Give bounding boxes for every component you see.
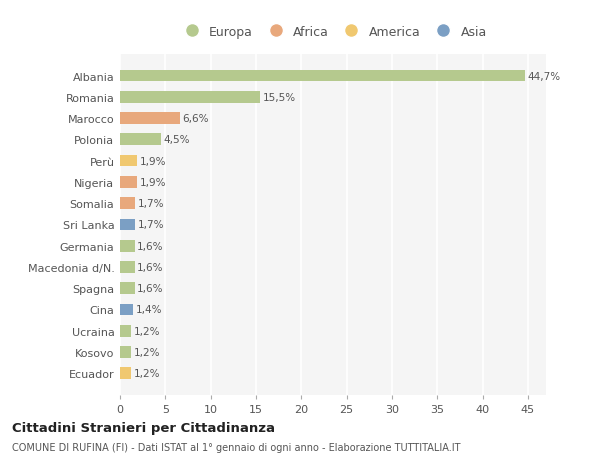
Legend: Europa, Africa, America, Asia: Europa, Africa, America, Asia xyxy=(174,21,492,44)
Text: 1,9%: 1,9% xyxy=(140,156,166,166)
Bar xyxy=(120,113,180,125)
Bar xyxy=(120,241,134,252)
Bar xyxy=(120,219,136,231)
Bar xyxy=(120,262,134,273)
Bar xyxy=(120,134,161,146)
Bar xyxy=(120,325,131,337)
Text: 1,2%: 1,2% xyxy=(134,347,160,357)
Bar xyxy=(120,71,525,82)
Bar xyxy=(120,156,137,167)
Bar xyxy=(120,347,131,358)
Text: COMUNE DI RUFINA (FI) - Dati ISTAT al 1° gennaio di ogni anno - Elaborazione TUT: COMUNE DI RUFINA (FI) - Dati ISTAT al 1°… xyxy=(12,442,461,452)
Bar xyxy=(120,283,134,294)
Bar xyxy=(120,177,137,188)
Bar xyxy=(120,304,133,316)
Text: 4,5%: 4,5% xyxy=(164,135,190,145)
Text: 1,6%: 1,6% xyxy=(137,263,164,272)
Text: 1,7%: 1,7% xyxy=(138,220,164,230)
Text: 6,6%: 6,6% xyxy=(182,114,209,124)
Text: 1,9%: 1,9% xyxy=(140,178,166,187)
Text: 1,2%: 1,2% xyxy=(134,369,160,379)
Text: 1,4%: 1,4% xyxy=(136,305,162,315)
Text: 1,6%: 1,6% xyxy=(137,284,164,294)
Bar xyxy=(120,198,136,209)
Text: 1,6%: 1,6% xyxy=(137,241,164,251)
Bar xyxy=(120,92,260,103)
Text: Cittadini Stranieri per Cittadinanza: Cittadini Stranieri per Cittadinanza xyxy=(12,421,275,434)
Text: 44,7%: 44,7% xyxy=(528,71,561,81)
Text: 15,5%: 15,5% xyxy=(263,93,296,102)
Text: 1,2%: 1,2% xyxy=(134,326,160,336)
Text: 1,7%: 1,7% xyxy=(138,199,164,209)
Bar xyxy=(120,368,131,379)
